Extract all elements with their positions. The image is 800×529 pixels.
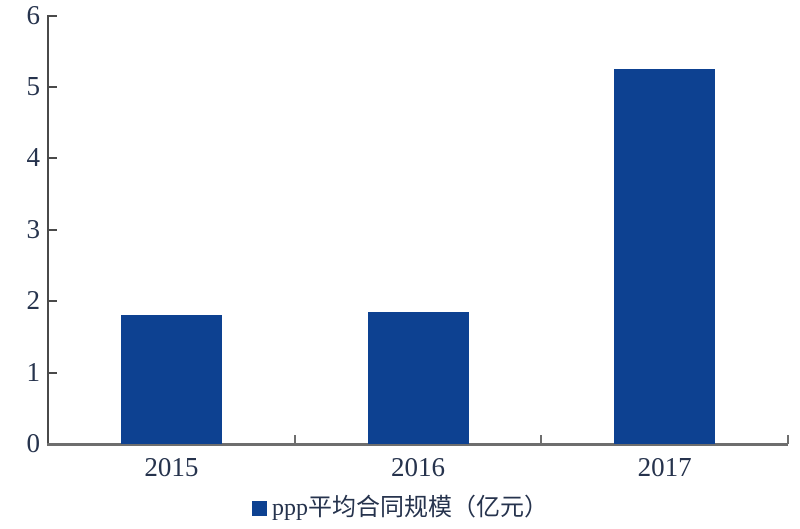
x-axis bbox=[47, 443, 788, 446]
bar-2015 bbox=[120, 315, 222, 444]
legend-marker-square bbox=[252, 500, 267, 516]
bar-2016 bbox=[367, 311, 469, 444]
y-tick bbox=[49, 371, 57, 374]
y-tick-label: 5 bbox=[26, 70, 41, 101]
y-tick bbox=[49, 157, 57, 160]
x-category-label: 2015 bbox=[144, 452, 199, 482]
legend: ppp平均合同规模（亿元） bbox=[0, 494, 800, 522]
y-tick-label: 4 bbox=[26, 142, 41, 173]
y-tick-label: 1 bbox=[26, 356, 41, 387]
x-tick bbox=[540, 435, 543, 444]
y-axis bbox=[47, 15, 49, 445]
y-tick bbox=[49, 85, 57, 88]
legend-label: ppp平均合同规模（亿元） bbox=[272, 495, 548, 521]
x-category-label: 2017 bbox=[637, 452, 692, 482]
bar-2017 bbox=[614, 69, 716, 444]
y-tick bbox=[49, 228, 57, 231]
y-tick bbox=[49, 14, 57, 17]
y-tick-label: 2 bbox=[26, 285, 41, 316]
x-tick bbox=[787, 435, 789, 444]
y-tick-label: 6 bbox=[26, 0, 41, 30]
y-tick bbox=[49, 300, 57, 303]
x-category-label: 2016 bbox=[391, 452, 445, 482]
x-tick bbox=[293, 435, 296, 444]
y-tick-label: 0 bbox=[26, 428, 41, 458]
y-tick-label: 3 bbox=[26, 213, 41, 244]
